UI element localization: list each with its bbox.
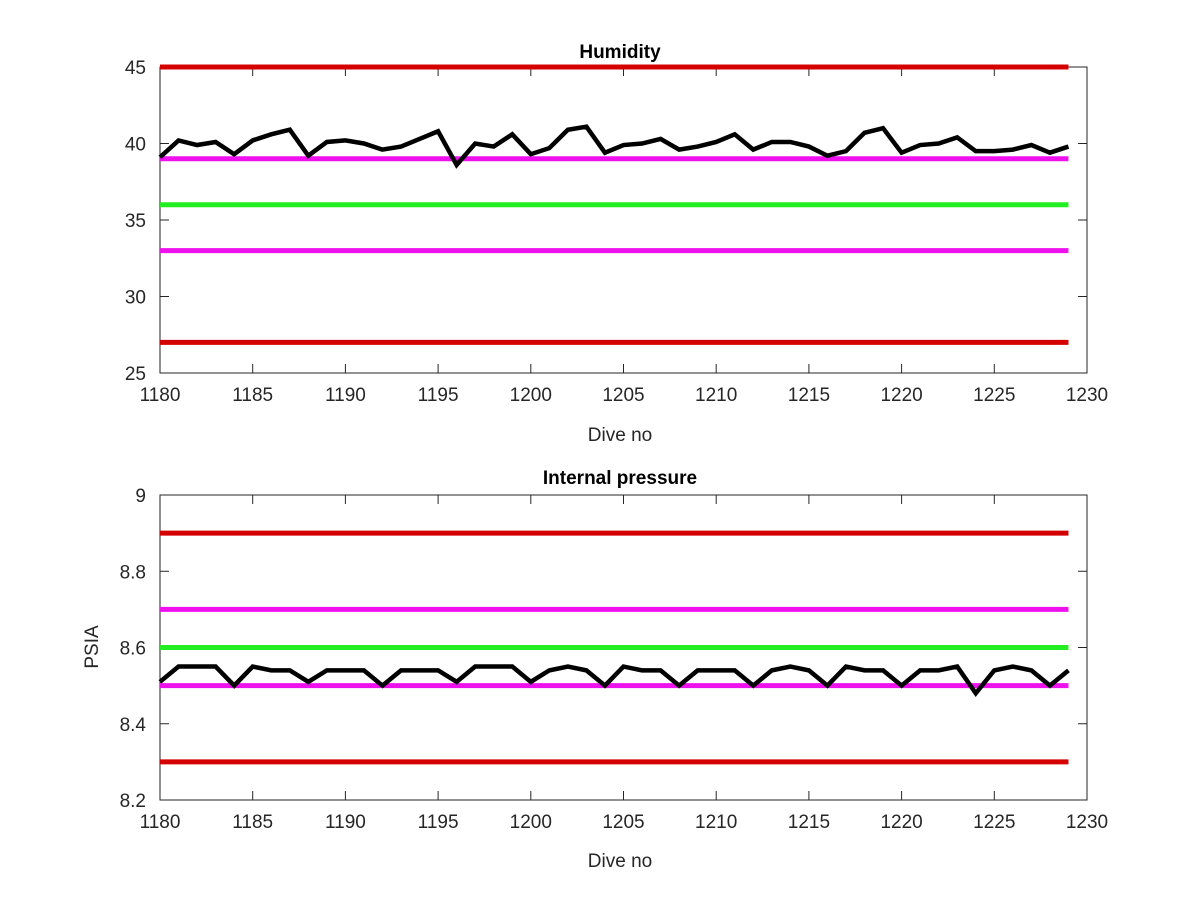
- x-tick-label: 1200: [510, 812, 552, 833]
- series-line: [158, 664, 1070, 697]
- x-tick-label: 1190: [325, 385, 366, 406]
- x-tick-label: 1180: [140, 385, 181, 406]
- x-tick-label: 1200: [510, 385, 552, 406]
- x-tick-label: 1205: [602, 812, 644, 833]
- x-axis-label: Dive no: [588, 851, 652, 872]
- series-line: [158, 124, 1070, 169]
- x-tick-label: 1225: [973, 812, 1015, 833]
- x-tick-label: 1230: [1066, 812, 1108, 833]
- x-axis-label: Dive no: [588, 425, 652, 446]
- x-tick-label: 1225: [973, 385, 1015, 406]
- y-tick-label: 9: [135, 486, 146, 507]
- x-tick-label: 1220: [880, 385, 922, 406]
- x-tick-label: 1215: [788, 385, 830, 406]
- x-tick-label: 1185: [232, 812, 273, 833]
- y-tick-label: 8.8: [120, 562, 146, 583]
- humidity-panel: Humidity Dive no 1180 1185 1190 1195 1200 120…: [125, 42, 1108, 446]
- chart-title: Internal pressure: [543, 468, 697, 489]
- y-tick-label: 45: [125, 58, 146, 79]
- y-tick-label: 8.4: [120, 715, 147, 736]
- y-tick-label: 35: [125, 211, 146, 232]
- chart-title: Humidity: [579, 42, 661, 63]
- x-tick-label: 1220: [880, 812, 922, 833]
- y-tick-label: 8.2: [120, 791, 146, 812]
- x-tick-label: 1205: [602, 385, 644, 406]
- y-tick-label: 8.6: [120, 639, 146, 660]
- x-tick-label: 1210: [695, 385, 737, 406]
- x-tick-label: 1210: [695, 812, 737, 833]
- y-axis-label: PSIA: [82, 625, 103, 669]
- x-tick-label: 1190: [325, 812, 366, 833]
- y-tick-label: 25: [125, 364, 146, 385]
- x-tick-label: 1195: [418, 812, 459, 833]
- x-tick-label: 1230: [1066, 385, 1108, 406]
- axes-box: [159, 66, 1088, 374]
- x-tick-label: 1195: [418, 385, 459, 406]
- y-tick-label: 40: [125, 135, 146, 156]
- x-tick-label: 1215: [788, 812, 830, 833]
- y-tick-label: 30: [125, 288, 146, 309]
- internal-pressure-panel: Internal pressure Dive no PSIA 1180 1185 1…: [82, 468, 1108, 872]
- x-tick-label: 1180: [140, 812, 181, 833]
- x-tick-label: 1185: [232, 385, 273, 406]
